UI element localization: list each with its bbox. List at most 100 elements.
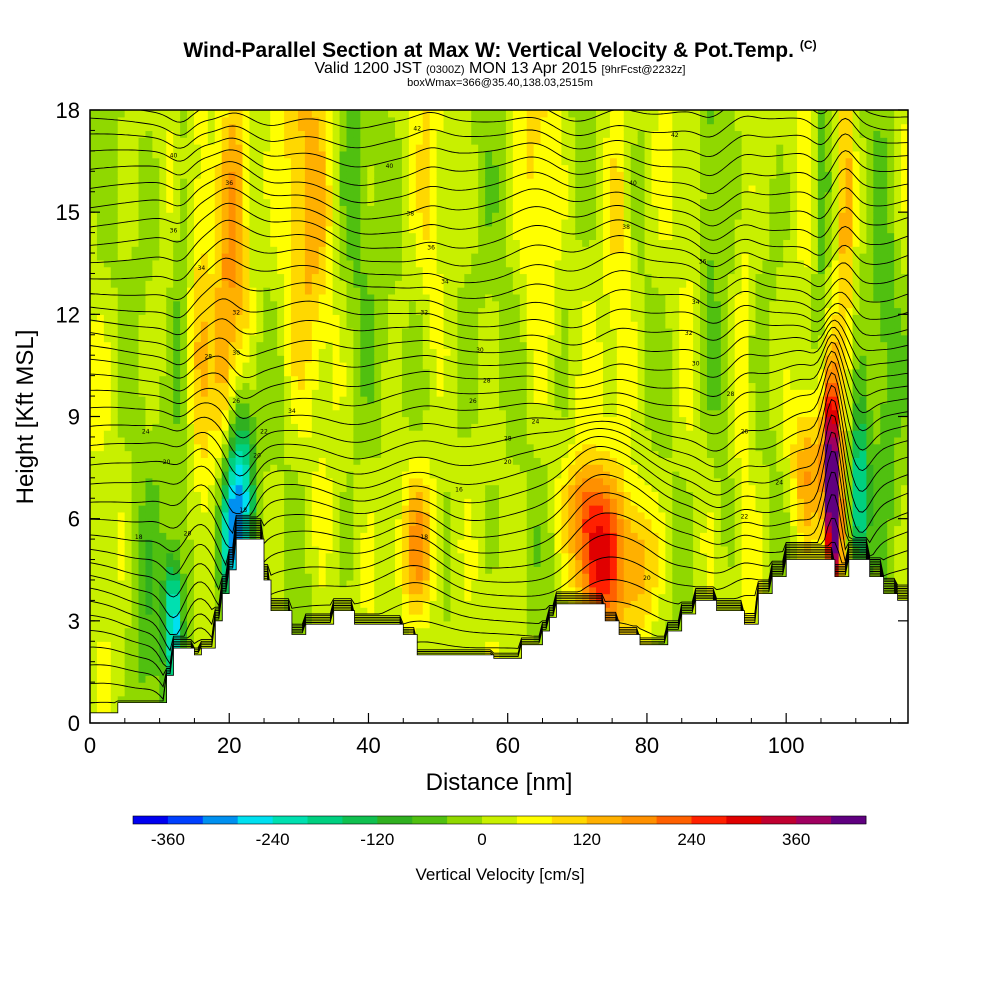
velocity-cell: [221, 205, 230, 213]
velocity-cell: [284, 225, 292, 234]
velocity-cell: [152, 225, 160, 234]
velocity-cell: [221, 409, 230, 418]
velocity-cell: [464, 307, 472, 315]
velocity-cell: [90, 355, 98, 363]
velocity-cell: [408, 416, 417, 424]
velocity-cell: [346, 212, 355, 220]
velocity-cell: [311, 382, 320, 390]
velocity-cell: [249, 457, 257, 465]
velocity-cell: [443, 443, 452, 452]
velocity-cell: [159, 559, 167, 567]
velocity-cell: [277, 287, 285, 295]
velocity-cell: [145, 307, 153, 315]
velocity-cell: [388, 259, 396, 268]
velocity-cell: [311, 171, 320, 179]
velocity-cell: [429, 205, 438, 213]
velocity-cell: [145, 327, 153, 336]
velocity-cell: [318, 525, 327, 533]
velocity-cell: [395, 586, 403, 595]
velocity-cell: [339, 593, 348, 601]
velocity-cell: [284, 164, 292, 172]
velocity-cell: [395, 266, 403, 275]
velocity-cell: [152, 443, 160, 452]
velocity-cell: [214, 232, 223, 241]
velocity-cell: [457, 266, 465, 275]
velocity-cell: [263, 198, 271, 206]
velocity-cell: [180, 382, 188, 390]
velocity-cell: [180, 409, 188, 418]
velocity-cell: [415, 178, 424, 186]
velocity-cell: [96, 518, 105, 527]
velocity-cell: [471, 641, 479, 649]
velocity-cell: [256, 239, 264, 247]
velocity-cell: [367, 450, 375, 458]
velocity-cell: [395, 300, 403, 309]
velocity-cell: [270, 327, 278, 336]
velocity-cell: [360, 375, 368, 384]
velocity-cell: [270, 178, 278, 186]
velocity-cell: [124, 287, 133, 295]
velocity-cell: [180, 218, 188, 227]
velocity-cell: [429, 573, 438, 581]
velocity-cell: [436, 552, 445, 561]
velocity-cell: [117, 171, 126, 179]
velocity-cell: [395, 443, 403, 452]
velocity-cell: [90, 259, 98, 268]
velocity-cell: [221, 239, 230, 247]
velocity-cell: [464, 511, 472, 520]
velocity-cell: [110, 477, 119, 486]
velocity-cell: [187, 423, 195, 431]
velocity-cell: [166, 178, 174, 186]
velocity-cell: [131, 110, 140, 118]
velocity-cell: [415, 477, 424, 486]
velocity-cell: [291, 341, 299, 349]
velocity-cell: [103, 348, 112, 356]
velocity-cell: [374, 593, 382, 601]
velocity-cell: [443, 348, 452, 356]
velocity-cell: [207, 341, 216, 349]
velocity-cell: [311, 464, 320, 472]
velocity-cell: [388, 573, 396, 581]
velocity-cell: [96, 116, 105, 125]
velocity-cell: [159, 518, 167, 527]
velocity-cell: [360, 273, 368, 281]
velocity-cell: [457, 525, 465, 533]
velocity-cell: [214, 341, 223, 349]
velocity-cell: [401, 593, 410, 601]
velocity-cell: [200, 423, 209, 431]
velocity-cell: [360, 532, 368, 540]
velocity-cell: [180, 137, 188, 145]
velocity-cell: [96, 157, 105, 166]
velocity-cell: [450, 253, 458, 261]
velocity-cell: [207, 266, 216, 275]
velocity-cell: [228, 470, 237, 479]
velocity-cell: [339, 566, 348, 574]
velocity-cell: [96, 648, 105, 656]
velocity-cell: [187, 443, 195, 452]
velocity-cell: [166, 389, 174, 397]
velocity-cell: [242, 464, 251, 472]
velocity-cell: [443, 225, 452, 234]
velocity-cell: [464, 266, 472, 275]
velocity-cell: [263, 259, 271, 268]
velocity-cell: [200, 416, 209, 424]
velocity-cell: [131, 150, 140, 159]
velocity-cell: [180, 368, 188, 377]
velocity-cell: [457, 396, 465, 404]
velocity-cell: [138, 382, 147, 390]
velocity-cell: [381, 225, 389, 234]
velocity-cell: [277, 218, 285, 227]
velocity-cell: [242, 150, 251, 159]
velocity-cell: [429, 457, 438, 465]
velocity-cell: [249, 116, 257, 125]
velocity-cell: [291, 511, 299, 520]
velocity-cell: [346, 457, 355, 465]
velocity-cell: [318, 287, 327, 295]
velocity-cell: [304, 157, 313, 166]
velocity-cell: [207, 470, 216, 479]
velocity-cell: [311, 327, 320, 336]
velocity-cell: [422, 334, 431, 343]
velocity-cell: [415, 150, 424, 159]
velocity-cell: [110, 573, 119, 581]
velocity-cell: [291, 157, 299, 166]
